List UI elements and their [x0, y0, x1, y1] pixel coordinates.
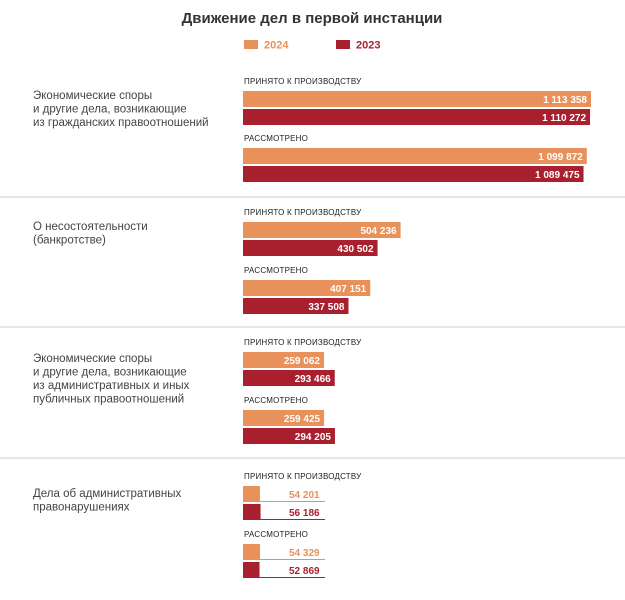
data-label: 1 113 358: [543, 95, 587, 106]
data-label: 259 062: [284, 356, 321, 367]
metric-label: РАССМОТРЕНО: [244, 530, 308, 539]
category-label: правонарушениях: [33, 502, 130, 514]
category-label: О несостоятельности: [33, 221, 148, 233]
bar-2024: [243, 222, 401, 238]
data-label: 293 466: [295, 374, 332, 385]
bar-2023: [243, 428, 335, 444]
bar-2024: [243, 410, 325, 426]
bar-2024: [243, 148, 587, 164]
legend-swatch-2023: [336, 40, 350, 49]
bar-2024: [243, 486, 260, 502]
bar-2023: [243, 109, 591, 125]
category-label: (банкротстве): [33, 235, 106, 247]
metric-label: ПРИНЯТО К ПРОИЗВОДСТВУ: [244, 338, 362, 347]
data-label: 56 186: [289, 508, 320, 519]
chart-title: Движение дел в первой инстанции: [182, 10, 443, 27]
bar-2024: [243, 280, 371, 296]
metric-label: ПРИНЯТО К ПРОИЗВОДСТВУ: [244, 472, 362, 481]
data-label: 54 201: [289, 490, 320, 501]
category-label: Экономические споры: [33, 90, 152, 102]
bar-2023: [243, 166, 584, 182]
data-label: 52 869: [289, 566, 320, 577]
data-label: 1 099 872: [538, 152, 583, 163]
category-label: публичных правоотношений: [33, 394, 184, 406]
bar-2023: [243, 240, 378, 256]
bar-2023: [243, 370, 335, 386]
metric-label: РАССМОТРЕНО: [244, 396, 308, 405]
data-label: 259 425: [284, 414, 321, 425]
bar-2024: [243, 91, 591, 107]
data-label: 1 110 272: [542, 113, 586, 124]
category-label: из административных и иных: [33, 380, 190, 392]
data-label: 504 236: [360, 226, 397, 237]
category-label: Дела об административных: [33, 488, 181, 500]
data-label: 430 502: [337, 244, 374, 255]
data-label: 337 508: [308, 302, 345, 313]
legend-swatch-2024: [244, 40, 258, 49]
metric-label: РАССМОТРЕНО: [244, 266, 308, 275]
legend-label-2023: 2023: [356, 40, 380, 52]
data-label: 1 089 475: [535, 170, 580, 181]
metric-label: РАССМОТРЕНО: [244, 134, 308, 143]
category-label: Экономические споры: [33, 353, 152, 365]
bar-2024: [243, 544, 260, 560]
metric-label: ПРИНЯТО К ПРОИЗВОДСТВУ: [244, 208, 362, 217]
category-label: и другие дела, возникающие: [33, 104, 187, 116]
bar-2023: [243, 504, 261, 520]
data-label: 54 329: [289, 548, 320, 559]
bar-2023: [243, 562, 260, 578]
category-label: и другие дела, возникающие: [33, 367, 187, 379]
category-label: из гражданских правоотношений: [33, 117, 209, 129]
metric-label: ПРИНЯТО К ПРОИЗВОДСТВУ: [244, 77, 362, 86]
legend-label-2024: 2024: [264, 40, 289, 52]
bar-2024: [243, 352, 324, 368]
data-label: 407 151: [330, 284, 367, 295]
data-label: 294 205: [295, 432, 332, 443]
bar-2023: [243, 298, 349, 314]
